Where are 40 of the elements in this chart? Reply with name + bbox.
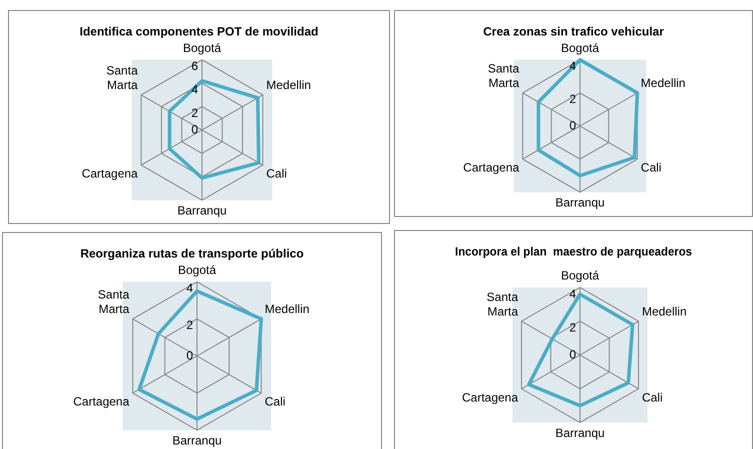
y-tick-label: 2 — [191, 106, 198, 120]
chart-title: Crea zonas sin trafico vehicular — [483, 24, 664, 39]
y-tick-label: 0 — [186, 348, 194, 362]
spoke-label: Medellin — [266, 78, 311, 92]
spoke-label: Cartagena — [462, 390, 518, 404]
spoke-label: Medellin — [640, 76, 686, 90]
y-tick-label: 6 — [191, 59, 198, 74]
spoke-label: Santa Marta — [486, 290, 518, 318]
spoke-label: Barranqu — [555, 426, 605, 440]
spoke-label: Barranqu — [555, 196, 605, 210]
y-tick-label: 2 — [569, 320, 576, 335]
spoke-label: Barranqu — [177, 204, 227, 218]
chart-title: Identifica componentes POT de movilidad — [80, 24, 318, 39]
spoke-label: Bogotá — [560, 40, 600, 55]
spoke-label: Santa Marta — [106, 64, 138, 92]
spoke-label: Barranqu — [172, 434, 222, 448]
spoke-label: Cartagena — [463, 160, 520, 175]
chart-title: Reorganiza rutas de transporte público — [80, 246, 304, 261]
chart-title: Incorpora el plan maestro de parqueaderos — [455, 245, 692, 259]
spoke-label: Cali — [640, 160, 662, 175]
spoke-label: Santa Marta — [98, 288, 130, 316]
spoke-label: Cartagena — [73, 394, 130, 409]
spoke-label: Bogotá — [178, 262, 216, 277]
spoke-label: Bogotá — [182, 40, 222, 55]
y-tick-label: 0 — [191, 122, 198, 136]
spoke-label: Medellin — [642, 304, 687, 318]
spoke-label: Santa Marta — [488, 62, 520, 90]
y-tick-label: 2 — [186, 318, 194, 332]
y-tick-label: 4 — [569, 286, 576, 301]
spoke-label: Cartagena — [82, 166, 138, 181]
spoke-label: Cali — [642, 390, 663, 404]
spoke-label: Cali — [266, 166, 287, 181]
spoke-label: Cali — [264, 394, 286, 409]
y-tick-label: 0 — [569, 347, 576, 362]
y-tick-label: 4 — [186, 281, 194, 296]
spoke-label: Bogotá — [560, 268, 600, 283]
spoke-label: Medellin — [264, 302, 310, 316]
y-tick-label: 2 — [569, 92, 576, 106]
y-tick-label: 0 — [569, 118, 576, 132]
y-tick-label: 4 — [191, 82, 198, 97]
